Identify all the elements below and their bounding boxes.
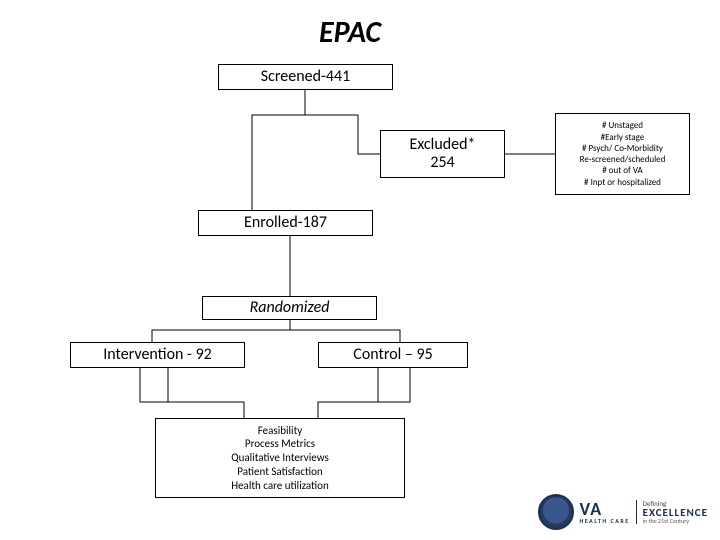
- node-label: Screened-441: [261, 68, 350, 86]
- va-text: VA: [580, 500, 630, 518]
- node-label: Enrolled-187: [244, 214, 327, 232]
- node-excluded: Excluded*254: [380, 130, 505, 178]
- node-control: Control – 95: [318, 342, 468, 368]
- va-subtext: HEALTH CARE: [580, 518, 630, 524]
- va-wordmark: VA HEALTH CARE: [580, 500, 630, 524]
- node-intervention: Intervention - 92: [70, 342, 245, 368]
- node-label: FeasibilityProcess MetricsQualitative In…: [231, 424, 329, 493]
- node-label: Randomized: [250, 299, 330, 317]
- node-exclusion-reasons: # Unstaged#Early stage# Psych/ Co-Morbid…: [555, 113, 690, 195]
- node-outcomes: FeasibilityProcess MetricsQualitative In…: [155, 418, 405, 498]
- va-tagline: Defining EXCELLENCE in the 21st Century: [636, 500, 708, 524]
- node-enrolled: Enrolled-187: [198, 210, 373, 236]
- node-label: Intervention - 92: [103, 346, 212, 364]
- va-seal-icon: [538, 494, 574, 530]
- node-label: Excluded*254: [410, 136, 476, 173]
- tagline-3: in the 21st Century: [643, 518, 708, 524]
- node-label: # Unstaged#Early stage# Psych/ Co-Morbid…: [580, 120, 666, 188]
- footer-logo: VA HEALTH CARE Defining EXCELLENCE in th…: [538, 494, 708, 530]
- node-label: Control – 95: [353, 346, 432, 364]
- node-screened: Screened-441: [218, 64, 393, 90]
- node-randomized: Randomized: [202, 296, 377, 320]
- page-title: EPAC: [210, 14, 490, 51]
